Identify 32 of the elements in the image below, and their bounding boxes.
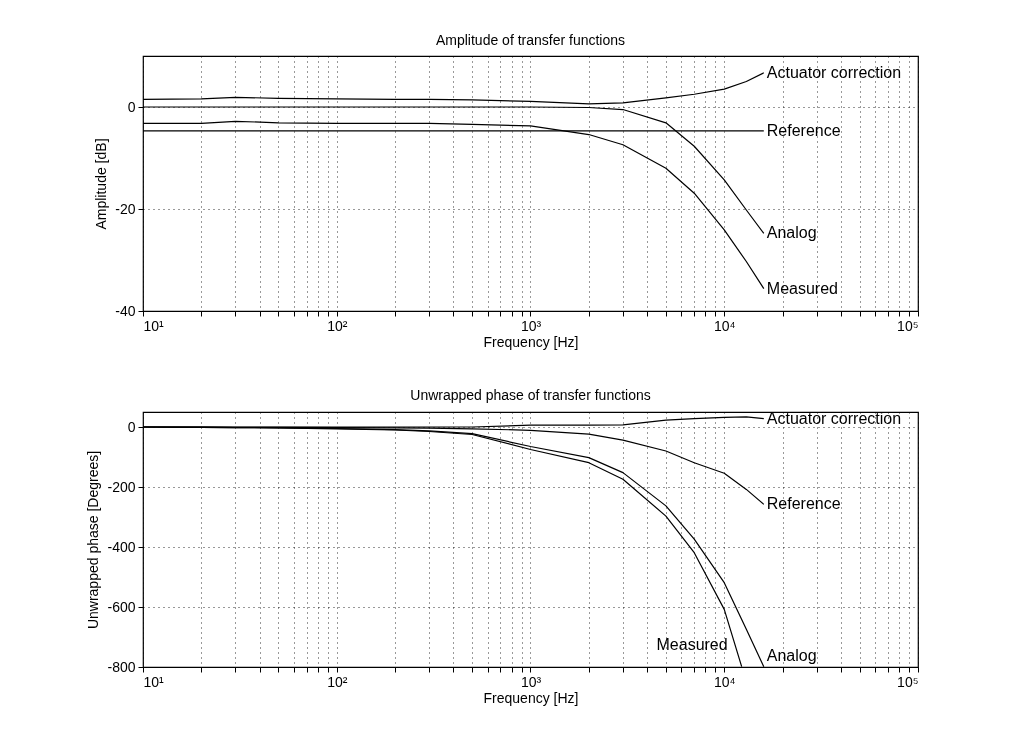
x-axis-title: Frequency [Hz] xyxy=(483,333,579,350)
x-tick-label: 10⁵ xyxy=(897,317,919,334)
x-axis-title: Frequency [Hz] xyxy=(483,689,579,706)
chart-title: Unwrapped phase of transfer functions xyxy=(410,386,651,403)
y-tick-label: 0 xyxy=(127,98,136,115)
x-tick-label: 10⁴ xyxy=(713,673,736,690)
x-tick-label: 10³ xyxy=(520,317,542,334)
x-tick-label: 10⁵ xyxy=(897,673,919,690)
x-tick-label: 10³ xyxy=(520,673,542,690)
series-label: Actuator correction xyxy=(766,409,902,427)
series-label: Reference xyxy=(766,121,841,139)
x-tick-label: 10² xyxy=(327,317,348,334)
series-label: Analog xyxy=(766,646,817,664)
y-axis-title: Amplitude [dB] xyxy=(93,138,110,230)
series-label: Analog xyxy=(766,224,817,242)
y-tick-label: -400 xyxy=(107,538,136,555)
x-tick-label: 10⁴ xyxy=(713,317,736,334)
x-tick-label: 10¹ xyxy=(143,673,165,690)
chart-title: Amplitude of transfer functions xyxy=(435,32,626,48)
y-tick-label: 0 xyxy=(127,418,136,435)
y-tick-label: -20 xyxy=(115,200,136,217)
series-label: Measured xyxy=(766,279,838,297)
series-label: Actuator correction xyxy=(766,63,902,81)
y-tick-label: -200 xyxy=(107,478,136,495)
y-tick-label: -600 xyxy=(107,598,136,615)
x-tick-label: 10¹ xyxy=(143,317,165,334)
series-label: Reference xyxy=(766,495,841,513)
x-tick-label: 10² xyxy=(327,673,348,690)
y-tick-label: -40 xyxy=(115,302,136,319)
y-axis-title: Unwrapped phase [Degrees] xyxy=(85,450,102,630)
y-tick-label: -800 xyxy=(107,658,136,675)
series-label: Measured xyxy=(656,635,728,653)
